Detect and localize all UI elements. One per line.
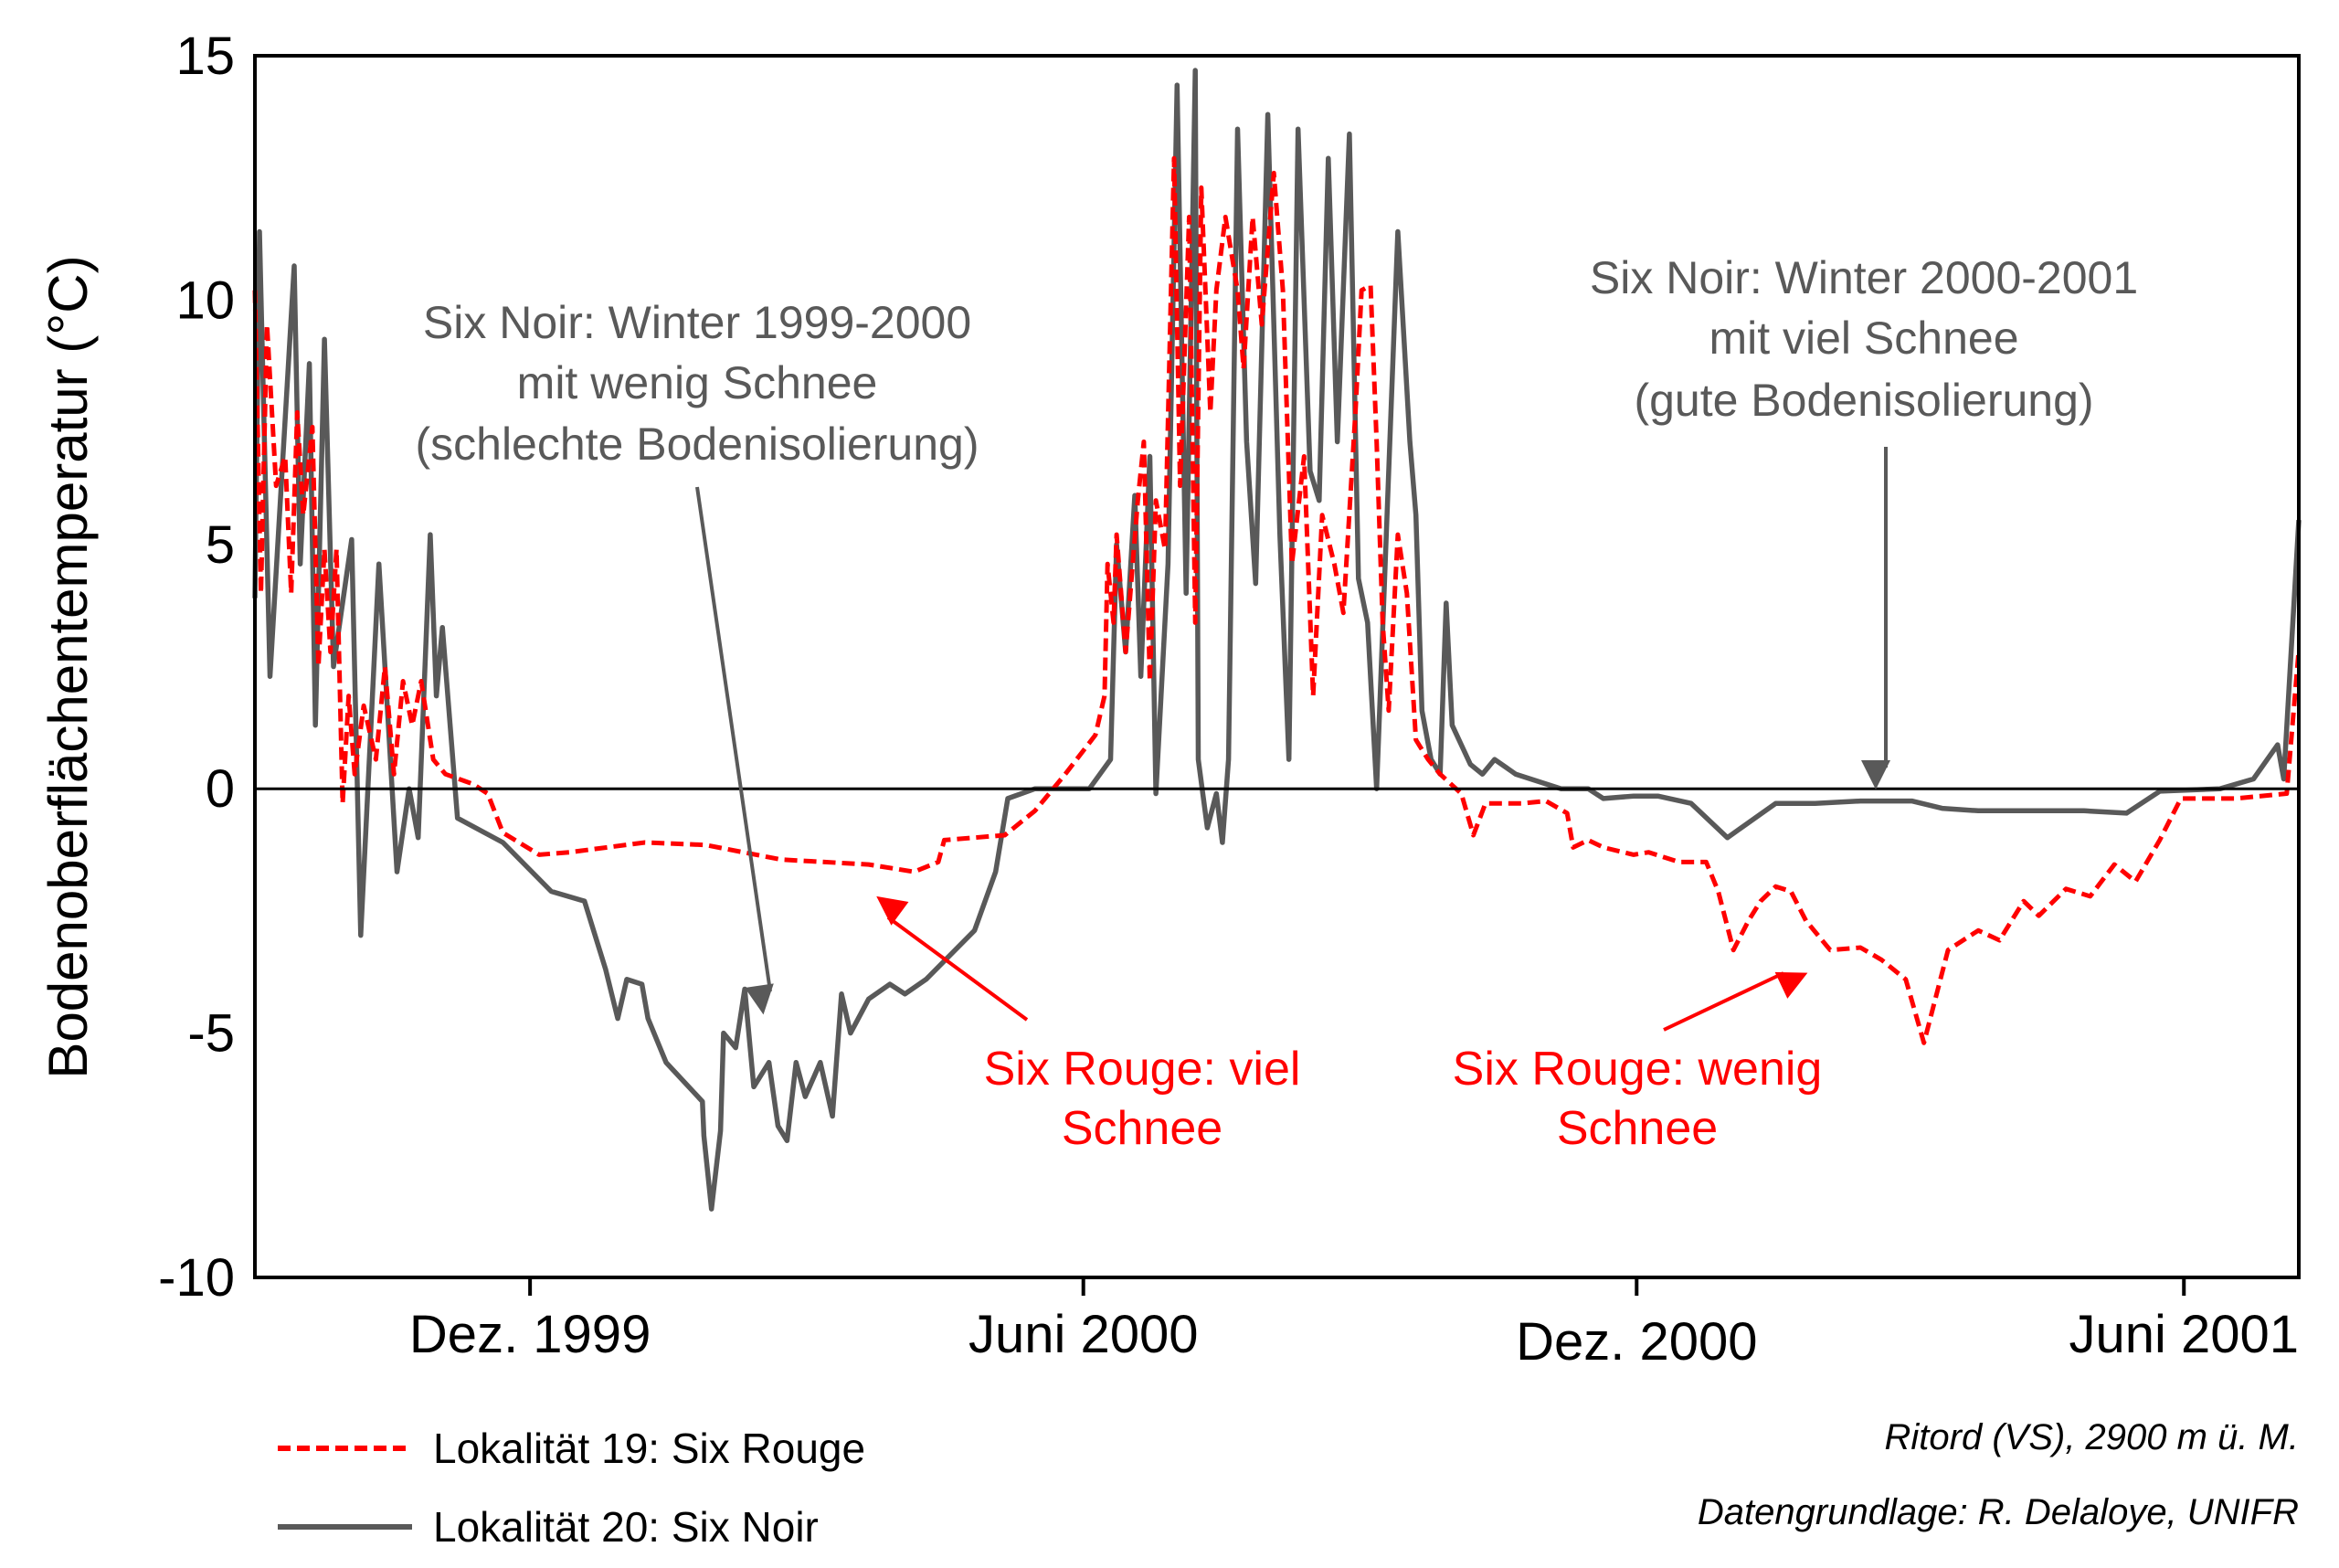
legend: Lokalität 19: Six Rouge Lokalität 20: Si… <box>278 1425 865 1551</box>
annotation-line: Six Rouge: viel <box>984 1043 1301 1096</box>
annotation-line: mit viel Schnee <box>1709 313 2018 364</box>
annotation-arrow <box>876 895 1029 1022</box>
annotation-line: (gute Bodenisolierung) <box>1634 375 2093 426</box>
x-tick-label: Dez. 1999 <box>409 1305 651 1364</box>
annotation-line: (schlechte Bodenisolierung) <box>415 418 979 470</box>
legend-label-six-noir: Lokalität 20: Six Noir <box>433 1503 819 1551</box>
source-note: Datengrundlage: R. Delaloye, UNIFR <box>1698 1492 2299 1532</box>
y-tick-label: 5 <box>206 515 235 575</box>
annotation-line: Six Noir: Winter 1999-2000 <box>423 297 971 348</box>
annotation-six-noir-2000: Six Noir: Winter 2000-2001 mit viel Schn… <box>1590 252 2138 790</box>
y-tick-label: -5 <box>187 1004 235 1064</box>
series-six-rouge-line <box>252 155 2302 1045</box>
plot-frame <box>253 54 2301 1279</box>
y-tick-label: 0 <box>206 759 235 819</box>
series-six-noir-line <box>252 68 2302 1212</box>
y-axis-label: Bodenoberflächentemperatur (°C) <box>37 255 99 1078</box>
annotation-line: Schnee <box>1557 1102 1718 1155</box>
annotation-arrow <box>1663 971 1808 1032</box>
x-tick-label: Juni 2000 <box>968 1305 1199 1364</box>
annotation-line: Schnee <box>1062 1102 1222 1155</box>
annotation-line: Six Rouge: wenig <box>1453 1043 1823 1096</box>
y-axis-ticks: 15 10 5 0 -5 -10 <box>158 26 235 1308</box>
x-tick-label: Juni 2001 <box>2069 1305 2299 1364</box>
x-tick-label: Dez. 2000 <box>1516 1312 1757 1372</box>
x-axis-ticks: Dez. 1999 Juni 2000 Dez. 2000 Juni 2001 <box>409 1277 2299 1372</box>
annotation-line: mit wenig Schnee <box>517 357 878 408</box>
legend-label-six-rouge: Lokalität 19: Six Rouge <box>433 1425 865 1472</box>
annotation-arrow <box>695 486 774 1015</box>
y-tick-label: -10 <box>158 1248 235 1308</box>
annotation-line: Six Noir: Winter 2000-2001 <box>1590 252 2138 303</box>
location-note: Ritord (VS), 2900 m ü. M. <box>1885 1417 2299 1457</box>
series-layer <box>252 68 2302 1212</box>
annotation-six-noir-1999: Six Noir: Winter 1999-2000 mit wenig Sch… <box>415 297 979 1015</box>
y-tick-label: 15 <box>175 26 235 86</box>
y-tick-label: 10 <box>175 270 235 330</box>
annotation-six-rouge-viel: Six Rouge: viel Schnee <box>876 895 1301 1155</box>
annotation-six-rouge-wenig: Six Rouge: wenig Schnee <box>1453 971 1823 1155</box>
